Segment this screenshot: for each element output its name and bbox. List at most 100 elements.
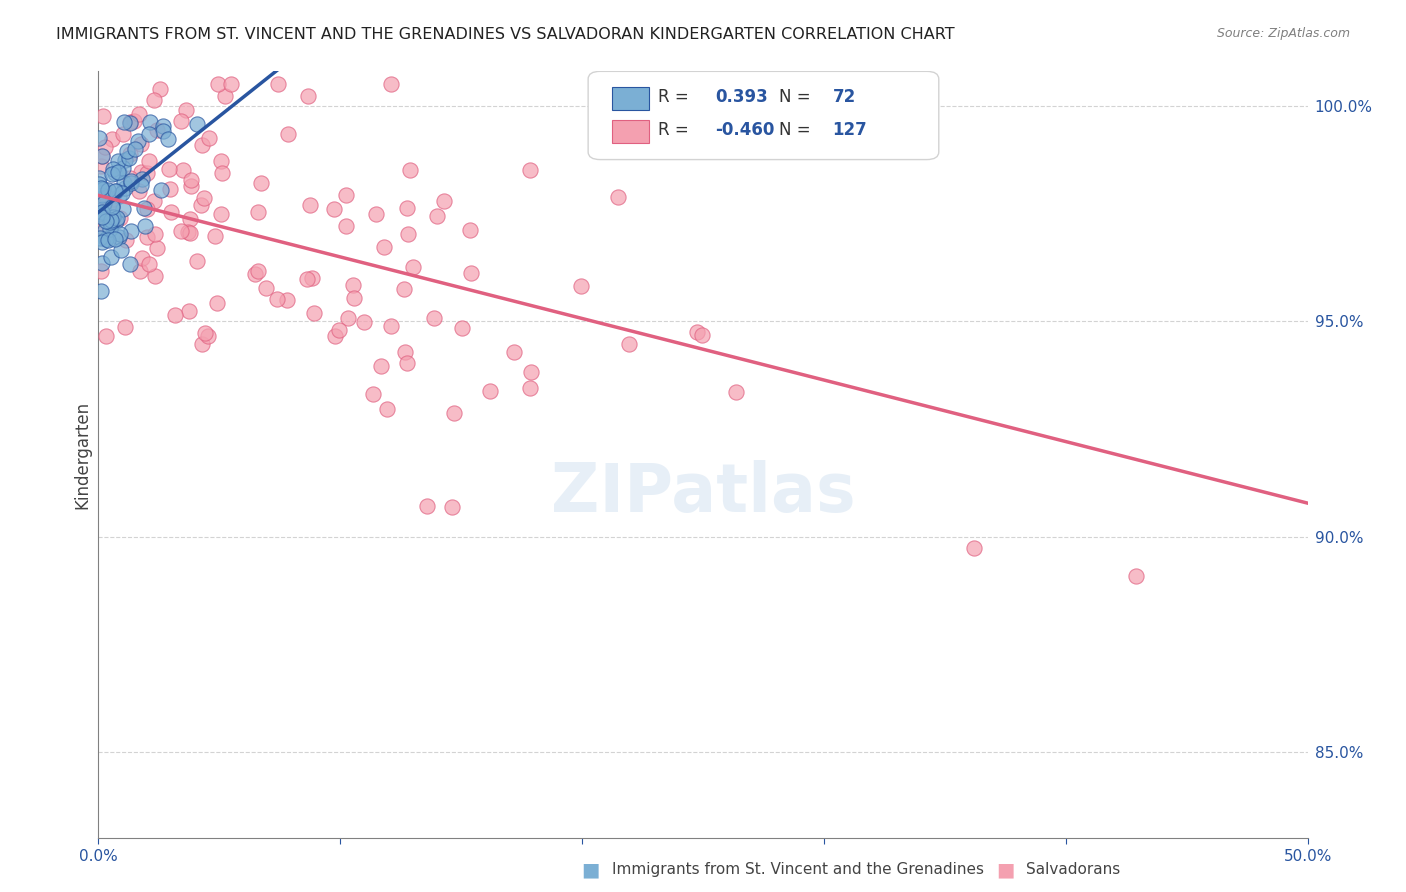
Point [100,200,122,214]
Point [91,199,114,213]
Point [110,227,132,241]
Point [204,229,226,244]
Point [396,356,419,370]
Point [686,325,709,339]
Point [114,153,136,168]
Point [440,500,463,515]
Point [132,201,155,215]
Point [90,181,112,195]
Point [335,188,357,202]
Point [322,202,344,217]
Point [254,281,277,295]
Point [91,188,114,202]
Point [96,189,118,203]
Point [138,128,160,142]
Point [100,217,122,231]
Point [91,109,114,123]
Point [94,329,117,343]
Point [152,124,174,138]
Point [136,166,159,180]
Point [129,178,152,193]
Point [149,82,172,96]
Point [380,318,402,333]
Point [606,190,628,204]
Point [373,240,395,254]
Point [150,184,173,198]
Point [617,336,640,351]
Point [90,284,112,298]
Point [97,201,120,215]
Point [94,140,117,154]
Point [433,194,456,208]
Point [142,93,165,107]
Point [101,162,124,177]
Text: IMMIGRANTS FROM ST. VINCENT AND THE GRENADINES VS SALVADORAN KINDERGARTEN CORREL: IMMIGRANTS FROM ST. VINCENT AND THE GREN… [56,27,955,42]
Point [170,114,193,128]
Point [443,406,465,420]
Bar [613,120,648,143]
Point [416,500,439,514]
Point [111,186,134,201]
Point [197,329,219,343]
Point [110,244,132,258]
Point [114,320,136,334]
Point [136,202,159,217]
Point [107,154,129,169]
Point [90,149,112,163]
Text: 0.393: 0.393 [716,87,768,105]
Point [115,233,138,247]
Point [91,202,114,216]
Point [124,142,146,156]
Point [179,211,201,226]
Text: N =: N = [779,121,815,139]
Point [157,132,180,146]
Text: R =: R = [658,121,695,139]
Point [108,211,131,225]
Point [94,232,117,246]
Point [108,165,131,179]
Point [87,177,110,191]
Point [146,122,169,136]
Text: Source: ZipAtlas.com: Source: ZipAtlas.com [1216,27,1350,40]
Point [569,278,592,293]
Point [90,149,112,163]
Point [91,256,114,270]
Point [134,219,156,233]
Text: 127: 127 [832,121,868,139]
Point [266,77,288,91]
Point [460,266,482,280]
Point [343,291,366,305]
Point [87,171,110,186]
Point [145,227,167,242]
Point [131,251,153,265]
Point [122,114,145,128]
Point [398,162,420,177]
Point [214,88,236,103]
Point [101,132,124,146]
Point [107,165,129,179]
Point [139,115,162,129]
Point [366,207,388,221]
Point [91,219,114,234]
Point [91,235,114,250]
Point [297,89,319,103]
Point [101,210,124,224]
Point [128,184,150,198]
Point [328,323,350,337]
Point [396,202,419,216]
Point [276,293,298,307]
Point [209,207,232,221]
Point [120,115,142,129]
Point [266,292,288,306]
Point [207,77,229,91]
Point [112,115,135,129]
Point [193,191,215,205]
Point [143,194,166,208]
Point [205,296,228,310]
Point [89,230,111,244]
Point [724,385,747,400]
Point [104,185,127,199]
Point [120,176,142,190]
Point [197,131,219,145]
Point [323,328,346,343]
